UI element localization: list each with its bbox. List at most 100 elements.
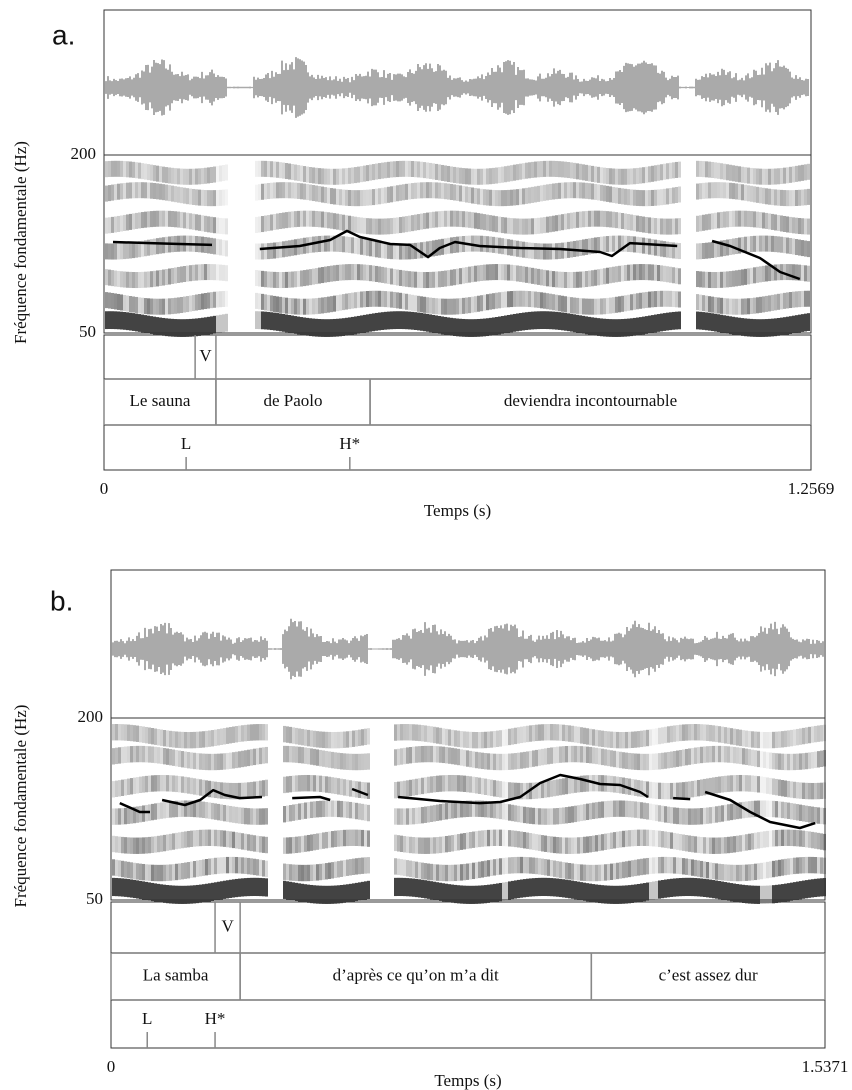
spectrogram-cell	[484, 830, 487, 846]
spectrogram-cell	[177, 267, 180, 283]
spectrogram-cell	[114, 244, 117, 260]
spectrogram-cell	[583, 746, 586, 762]
spectrogram-cell	[285, 241, 288, 257]
spectrogram-cell	[424, 838, 427, 854]
spectrogram-cell	[615, 319, 618, 337]
spectrogram-cell	[708, 242, 711, 258]
spectrogram-cell	[769, 861, 772, 877]
spectrogram-cell	[426, 272, 429, 288]
spectrogram-cell	[715, 777, 718, 793]
spectrogram-cell	[213, 264, 216, 280]
spectrogram-cell	[307, 748, 310, 764]
spectrogram-cell	[654, 218, 657, 234]
spectrogram-cell	[784, 884, 787, 902]
spectrogram-cell	[330, 188, 333, 204]
spectrogram-cell	[546, 161, 549, 177]
spectrogram-cell	[748, 864, 751, 880]
spectrogram-cell	[180, 169, 183, 185]
spectrogram-cell	[798, 315, 801, 333]
spectrogram-cell	[586, 775, 589, 791]
spectrogram-cell	[217, 857, 220, 873]
spectrogram-cell	[801, 291, 804, 307]
spectrogram-cell	[601, 801, 604, 817]
spectrogram-cell	[133, 838, 136, 854]
spectrogram-cell	[532, 878, 535, 896]
spectrogram-cell	[780, 293, 783, 309]
spectrogram-cell	[769, 885, 772, 903]
spectrogram-cell	[295, 775, 298, 791]
spectrogram-cell	[775, 732, 778, 748]
spectrogram-cell	[697, 878, 700, 896]
spectrogram-cell	[715, 806, 718, 822]
spectrogram-cell	[324, 267, 327, 283]
spectrogram-cell	[199, 753, 202, 769]
spectrogram-cell	[522, 242, 525, 258]
spectrogram-cell	[609, 186, 612, 202]
spectrogram-cell	[375, 241, 378, 257]
spectrogram-cell	[703, 879, 706, 897]
spectrogram-cell	[696, 271, 699, 287]
spectrogram-cell	[516, 164, 519, 180]
spectrogram-cell	[187, 831, 190, 847]
spectrogram-cell	[648, 190, 651, 206]
spectrogram-cell	[568, 838, 571, 854]
spectrogram-cell	[339, 169, 342, 185]
spectrogram-cell	[808, 727, 811, 743]
spectrogram-cell	[381, 163, 384, 179]
spectrogram-cell	[105, 269, 108, 285]
spectrogram-cell	[564, 214, 567, 230]
spectrogram-cell	[331, 777, 334, 793]
spectrogram-cell	[796, 830, 799, 846]
spectrogram-cell	[720, 315, 723, 333]
spectrogram-cell	[631, 830, 634, 846]
spectrogram-cell	[120, 271, 123, 287]
spectrogram-cell	[582, 316, 585, 334]
spectrogram-cell	[118, 747, 121, 763]
spectrogram-cell	[432, 315, 435, 333]
spectrogram-cell	[499, 781, 502, 797]
spectrogram-cell	[432, 212, 435, 228]
spectrogram-cell	[145, 882, 148, 900]
spectrogram-cell	[540, 269, 543, 285]
spectrogram-cell	[636, 293, 639, 309]
spectrogram-cell	[624, 214, 627, 230]
spectrogram-cell	[592, 747, 595, 763]
spectrogram-cell	[526, 833, 529, 849]
spectrogram-cell	[112, 859, 115, 875]
spectrogram-cell	[219, 190, 222, 206]
spectrogram-cell	[381, 188, 384, 204]
spectrogram-cell	[501, 167, 504, 183]
spectrogram-cell	[349, 802, 352, 818]
spectrogram-cell	[264, 271, 267, 287]
spectrogram-cell	[325, 800, 328, 816]
spectrogram-cell	[441, 316, 444, 334]
spectrogram-cell	[802, 857, 805, 873]
spectrogram-cell	[181, 751, 184, 767]
spectrogram-cell	[496, 802, 499, 818]
spectrogram-cell	[544, 808, 547, 824]
spectrogram-cell	[223, 857, 226, 873]
spectrogram-cell	[715, 838, 718, 854]
spectrogram-cell	[420, 296, 423, 312]
spectrogram-cell	[537, 311, 540, 329]
spectrogram-cell	[126, 312, 129, 330]
spectrogram-cell	[552, 243, 555, 259]
spectrogram-cell	[513, 265, 516, 281]
spectrogram-cell	[414, 183, 417, 199]
spectrogram-cell	[333, 189, 336, 205]
spectrogram-cell	[475, 886, 478, 904]
spectrogram-cell	[531, 291, 534, 307]
spectrogram-cell	[358, 830, 361, 846]
point-label: L	[181, 434, 191, 453]
spectrogram-cell	[319, 833, 322, 849]
spectrogram-cell	[360, 190, 363, 206]
spectrogram-cell	[327, 297, 330, 313]
spectrogram-cell	[400, 748, 403, 764]
spectrogram-cell	[559, 879, 562, 897]
spectrogram-cell	[256, 781, 259, 797]
spectrogram-cell	[447, 211, 450, 227]
spectrogram-cell	[447, 166, 450, 182]
spectrogram-cell	[337, 778, 340, 794]
spectrogram-cell	[256, 878, 259, 896]
spectrogram-cell	[111, 244, 114, 260]
